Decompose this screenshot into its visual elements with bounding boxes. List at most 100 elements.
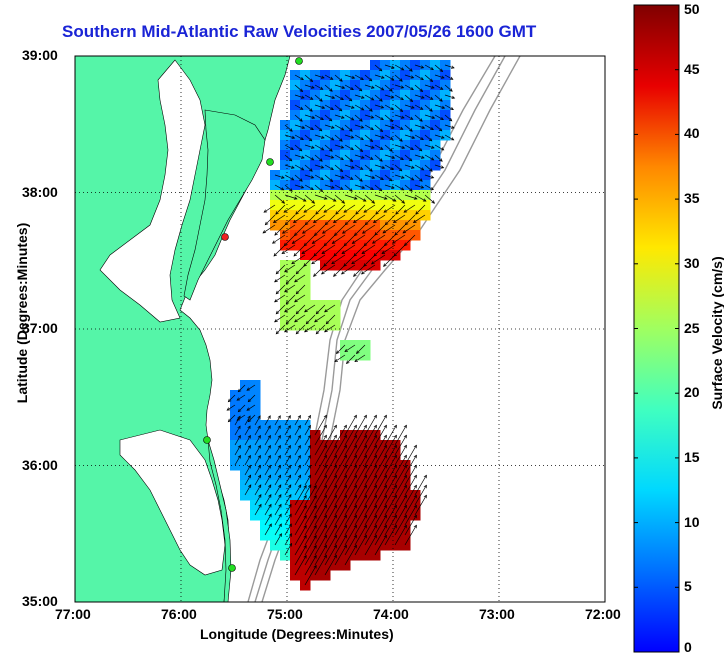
velocity-arrowhead bbox=[323, 504, 327, 509]
velocity-cell bbox=[330, 320, 341, 331]
velocity-arrow bbox=[315, 204, 326, 215]
velocity-cell bbox=[250, 400, 261, 411]
velocity-arrowhead bbox=[354, 358, 359, 363]
velocity-arrow bbox=[354, 495, 367, 516]
velocity-arrowhead bbox=[351, 75, 356, 79]
velocity-arrow bbox=[294, 555, 307, 576]
velocity-cell bbox=[360, 460, 371, 471]
velocity-cell bbox=[230, 390, 241, 401]
velocity-cell bbox=[320, 520, 331, 531]
velocity-arrowhead bbox=[278, 533, 282, 537]
velocity-arrow bbox=[334, 354, 346, 362]
velocity-arrowhead bbox=[344, 348, 349, 353]
velocity-arrowhead bbox=[449, 76, 454, 80]
velocity-cell bbox=[290, 310, 301, 321]
velocity-arrowhead bbox=[331, 260, 335, 265]
velocity-arrowhead bbox=[331, 240, 336, 244]
velocity-arrowhead bbox=[413, 474, 417, 479]
velocity-arrowhead bbox=[412, 219, 417, 223]
velocity-arrowhead bbox=[268, 523, 272, 527]
velocity-arrow bbox=[294, 465, 301, 476]
velocity-arrow bbox=[371, 254, 386, 265]
velocity-arrow bbox=[352, 234, 366, 244]
velocity-arrowhead bbox=[369, 108, 373, 112]
velocity-cell bbox=[360, 350, 371, 361]
velocity-arrowhead bbox=[303, 209, 308, 213]
velocity-arrowhead bbox=[320, 165, 325, 169]
velocity-arrowhead bbox=[300, 185, 305, 189]
velocity-arrow bbox=[314, 545, 327, 566]
velocity-arrowhead bbox=[321, 105, 326, 109]
velocity-arrow bbox=[364, 445, 377, 466]
velocity-cell bbox=[320, 480, 331, 491]
velocity-arrowhead bbox=[278, 484, 282, 488]
velocity-cell bbox=[240, 390, 251, 401]
velocity-arrow bbox=[374, 435, 387, 456]
velocity-arrow bbox=[404, 515, 417, 536]
velocity-arrowhead bbox=[323, 544, 327, 549]
velocity-arrow bbox=[364, 465, 377, 486]
velocity-cell bbox=[420, 210, 431, 221]
velocity-arrow bbox=[364, 234, 376, 246]
velocity-cell bbox=[400, 510, 411, 521]
velocity-arrowhead bbox=[390, 77, 395, 81]
velocity-arrow bbox=[384, 184, 395, 189]
velocity-cell bbox=[280, 540, 291, 551]
velocity-arrow bbox=[244, 415, 251, 426]
velocity-arrowhead bbox=[439, 158, 443, 162]
velocity-cell bbox=[340, 440, 351, 451]
velocity-arrowhead bbox=[258, 494, 262, 498]
velocity-arrowhead bbox=[290, 146, 294, 151]
velocity-arrowhead bbox=[313, 534, 317, 539]
velocity-arrow bbox=[304, 484, 312, 496]
velocity-arrow bbox=[364, 495, 377, 516]
velocity-arrowhead bbox=[277, 454, 281, 459]
velocity-arrowhead bbox=[313, 564, 317, 569]
velocity-arrowhead bbox=[420, 65, 425, 69]
velocity-arrowhead bbox=[267, 474, 272, 479]
velocity-arrowhead bbox=[247, 415, 251, 420]
velocity-arrowhead bbox=[272, 219, 277, 223]
velocity-arrowhead bbox=[413, 454, 417, 459]
velocity-cell bbox=[290, 280, 301, 291]
velocity-arrowhead bbox=[324, 309, 328, 313]
velocity-arrow bbox=[384, 505, 397, 526]
velocity-arrow bbox=[264, 455, 271, 466]
velocity-arrowhead bbox=[413, 444, 417, 449]
velocity-arrow bbox=[344, 465, 357, 486]
velocity-arrowhead bbox=[301, 230, 306, 234]
velocity-arrow bbox=[238, 384, 246, 392]
velocity-arrowhead bbox=[353, 414, 357, 419]
velocity-arrowhead bbox=[313, 544, 317, 549]
velocity-arrowhead bbox=[353, 484, 357, 489]
velocity-arrowhead bbox=[237, 444, 241, 449]
velocity-arrowhead bbox=[307, 474, 312, 479]
velocity-arrow bbox=[324, 545, 337, 566]
velocity-cell bbox=[350, 480, 361, 491]
velocity-cell bbox=[350, 500, 361, 511]
velocity-arrow bbox=[304, 485, 317, 506]
velocity-arrow bbox=[374, 64, 383, 72]
velocity-arrow bbox=[444, 114, 453, 122]
velocity-arrowhead bbox=[380, 116, 384, 121]
velocity-arrowhead bbox=[430, 126, 434, 131]
velocity-arrowhead bbox=[413, 524, 417, 529]
velocity-arrowhead bbox=[277, 425, 281, 429]
velocity-arrowhead bbox=[339, 138, 343, 142]
velocity-arrow bbox=[284, 284, 296, 293]
velocity-arrowhead bbox=[358, 87, 363, 92]
velocity-arrowhead bbox=[390, 95, 395, 99]
velocity-arrow bbox=[314, 174, 324, 180]
velocity-arrow bbox=[334, 535, 347, 556]
velocity-arrow bbox=[444, 104, 454, 110]
velocity-cell bbox=[340, 500, 351, 511]
velocity-arrow bbox=[344, 94, 353, 102]
velocity-arrow bbox=[264, 484, 272, 496]
velocity-arrowhead bbox=[323, 554, 327, 559]
velocity-arrow bbox=[344, 344, 356, 352]
velocity-arrow bbox=[394, 224, 406, 236]
velocity-arrowhead bbox=[330, 106, 334, 111]
velocity-arrowhead bbox=[321, 135, 325, 139]
velocity-cell bbox=[270, 200, 281, 211]
